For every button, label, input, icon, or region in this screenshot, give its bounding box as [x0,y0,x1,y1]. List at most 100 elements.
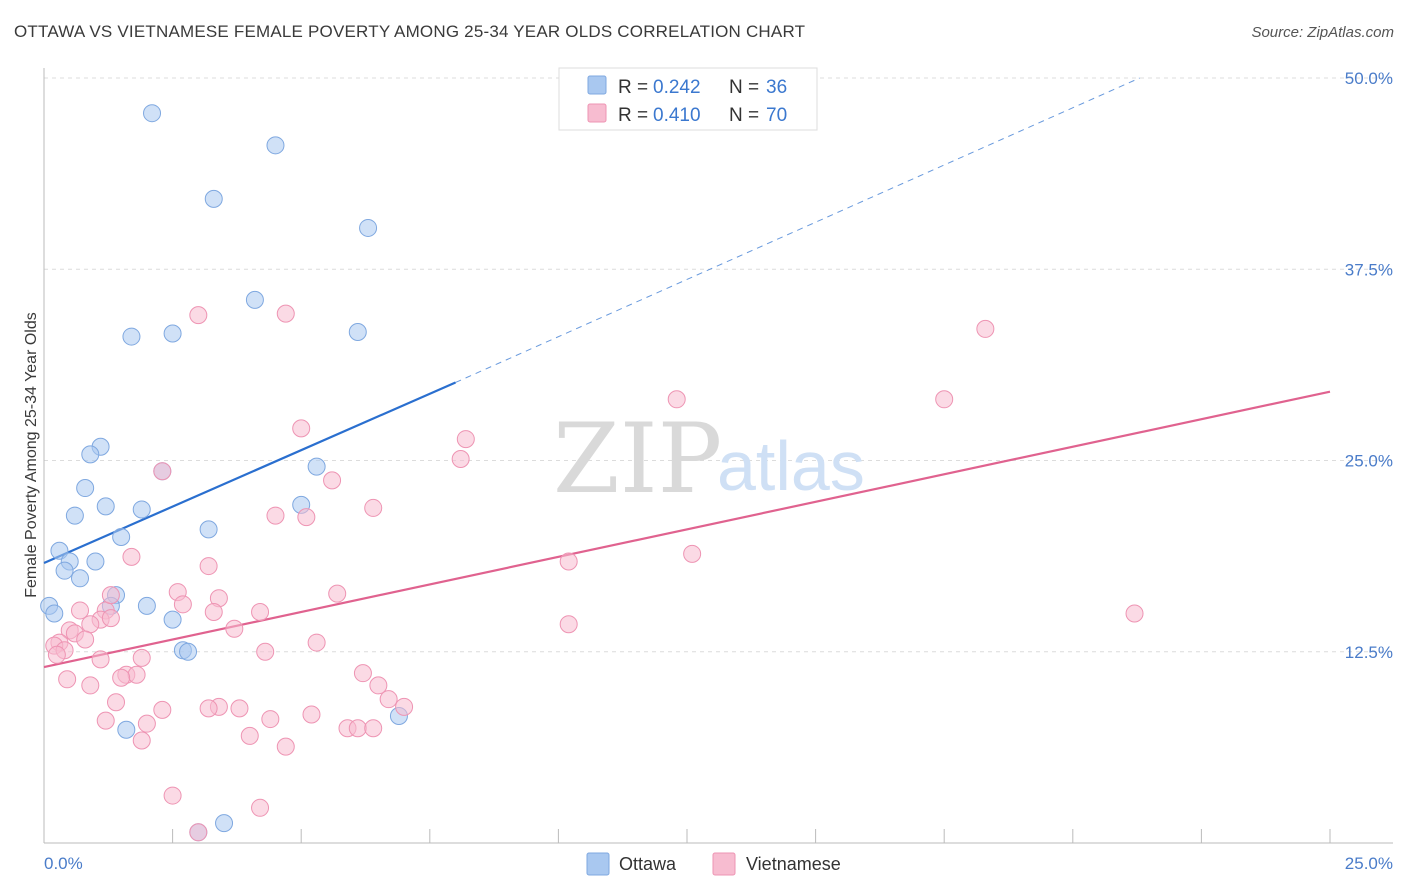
data-point [328,584,347,603]
data-point [107,693,126,712]
data-point [245,290,264,309]
data-point [230,699,249,718]
legend-swatch-vietnamese [587,103,607,123]
data-point [58,670,77,689]
data-point [71,569,90,588]
watermark-atlas: atlas [717,427,865,505]
legend-r-label: R = [618,77,648,98]
data-point [364,498,383,517]
legend-label-vietnamese: Vietnamese [746,854,841,874]
data-points [40,104,1144,842]
data-point [266,136,285,155]
data-point [199,520,218,539]
legend-row-vietnamese: R = 0.410 N = 70 [587,103,787,126]
data-point [251,602,270,621]
legend-n-label: N = [729,105,759,126]
data-point [276,737,295,756]
x-tick-label: 25.0% [1345,854,1393,873]
data-point [45,604,64,623]
y-tick-label: 50.0% [1345,69,1393,88]
legend-swatch-ottawa [587,75,607,95]
legend-n-label: N = [729,77,759,98]
data-point [379,690,398,709]
trend-extension-ottawa [455,77,1140,383]
watermark-zip: ZIP [553,403,722,515]
data-point [359,218,378,237]
trend-lines [43,77,1331,669]
data-point [91,650,110,669]
data-point [204,602,223,621]
y-tick-label: 37.5% [1345,260,1393,279]
data-point [55,561,74,580]
data-point [112,668,131,687]
x-tick-label: 0.0% [44,854,83,873]
data-point [559,615,578,634]
data-point [81,676,100,695]
data-point [132,731,151,750]
data-point [127,665,146,684]
data-point [189,306,208,325]
data-point [65,506,84,525]
data-point [307,633,326,652]
data-point [261,710,280,729]
data-point [76,630,95,649]
data-point [225,619,244,638]
y-tick-label: 12.5% [1345,643,1393,662]
data-point [240,726,259,745]
data-point [117,720,136,739]
data-point [163,324,182,343]
axes [43,68,1393,844]
legend-n-value: 70 [766,105,787,126]
data-point [369,676,388,695]
tick-labels: 12.5% 25.0% 37.5% 50.0% 0.0% 25.0% [44,69,1393,873]
data-point [348,322,367,341]
trend-line-vietnamese [43,390,1331,669]
data-point [353,664,372,683]
data-point [292,419,311,438]
data-point [364,719,383,738]
legend-row-ottawa: R = 0.242 N = 36 [587,75,787,98]
data-point [348,719,367,738]
data-point [163,786,182,805]
legend-label-ottawa: Ottawa [619,854,677,874]
data-point [163,610,182,629]
data-point [456,430,475,449]
data-point [395,697,414,716]
data-point [179,642,198,661]
data-point [976,319,995,338]
data-point [559,552,578,571]
data-point [1125,604,1144,623]
data-point [96,711,115,730]
series-legend: Ottawa Vietnamese [586,852,841,876]
y-tick-label: 25.0% [1345,452,1393,471]
legend-r-value: 0.410 [653,105,701,126]
data-point [451,449,470,468]
data-point [86,552,105,571]
data-point [199,557,218,576]
data-point [96,497,115,516]
data-point [204,189,223,208]
data-point [132,500,151,519]
data-point [935,390,954,409]
data-point [173,595,192,614]
data-point [153,700,172,719]
data-point [76,479,95,498]
data-point [71,601,90,620]
data-point [276,304,295,323]
legend-swatch-vietnamese [712,852,736,876]
source-label: Source: ZipAtlas.com [1251,24,1394,41]
data-point [323,471,342,490]
data-point [302,705,321,724]
data-point [112,528,131,546]
data-point [266,506,285,525]
data-point [199,699,218,718]
legend-n-value: 36 [766,77,787,98]
gridlines [44,77,1393,653]
correlation-legend: R = 0.242 N = 36 R = 0.410 N = 70 [558,67,818,131]
data-point [137,714,156,733]
legend-swatch-ottawa [586,852,610,876]
legend-r-label: R = [618,105,648,126]
legend-r-value: 0.242 [653,77,701,98]
data-point [81,445,100,464]
